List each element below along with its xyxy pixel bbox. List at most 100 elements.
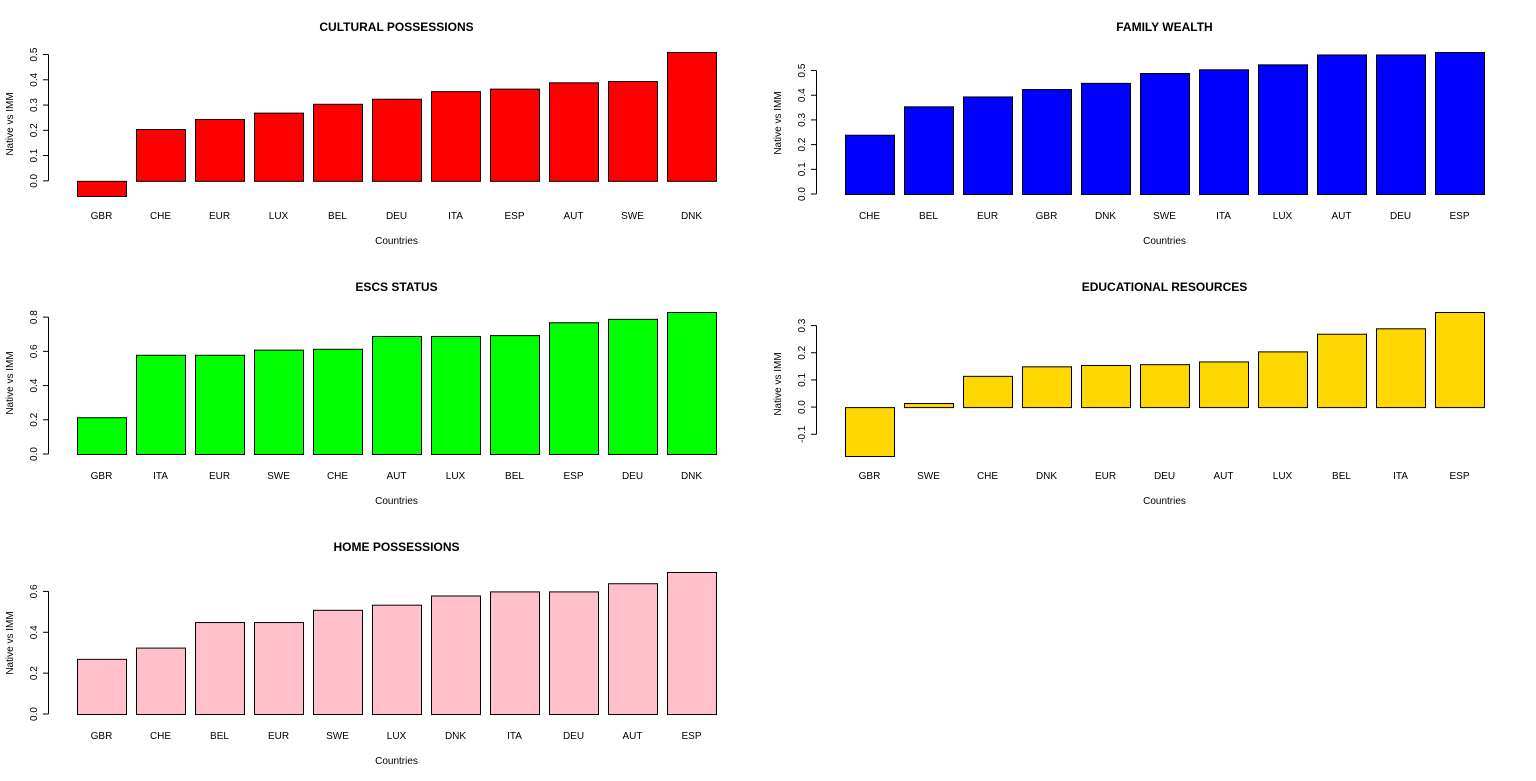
y-tick-label: 0.2 [29, 666, 40, 680]
bar-gbr [77, 417, 127, 456]
y-tick-label: 0.6 [29, 344, 40, 358]
bar-gbr [77, 658, 127, 715]
category-label: DEU [1154, 471, 1175, 482]
y-tick-label: 0.1 [29, 148, 40, 162]
y-tick-label: 0.4 [797, 88, 808, 102]
category-label: EUR [209, 211, 230, 222]
bar-aut [608, 583, 658, 715]
bar-lux [431, 335, 481, 455]
chart-title: FAMILY WEALTH [1116, 20, 1212, 34]
bar-ita [136, 354, 186, 455]
bar-esp [549, 322, 599, 455]
y-tick-label: 0.8 [29, 310, 40, 324]
bar-swe [254, 349, 304, 455]
bar-gbr [1022, 89, 1072, 195]
chart-family-wealth-svg: FAMILY WEALTH CHE BEL EUR GBR DNK SWE ITA LUX AUT… [773, 20, 1485, 247]
bar-esp [667, 572, 717, 715]
y-axis-label: Native vs IMM [5, 92, 16, 155]
x-axis-label: Countries [375, 496, 418, 507]
category-label: SWE [917, 471, 940, 482]
y-tick-label: 0.3 [797, 113, 808, 127]
category-label: ESP [681, 731, 701, 742]
y-tick-label: 0.2 [797, 137, 808, 151]
bar-eur [195, 354, 245, 455]
bar-aut [1317, 54, 1367, 196]
chart-escs-status-svg: ESCS STATUS GBR ITA EUR SWE CHE AUT LUX BEL ESP DE… [5, 280, 717, 507]
category-label: BEL [210, 731, 229, 742]
category-label: DEU [1390, 211, 1411, 222]
bar-dnk [1022, 366, 1072, 409]
category-label: ITA [1393, 471, 1408, 482]
bar-deu [1140, 364, 1190, 409]
category-label: GBR [1036, 211, 1058, 222]
y-axis-label: Native vs IMM [5, 351, 16, 414]
bar-esp [1435, 312, 1485, 409]
chart-title: HOME POSSESSIONS [333, 540, 459, 554]
category-label: DNK [681, 211, 702, 222]
category-label: GBR [859, 471, 881, 482]
bar-swe [904, 403, 954, 409]
bar-lux [254, 112, 304, 182]
y-tick-label: 0.4 [29, 378, 40, 392]
category-label: CHE [859, 211, 880, 222]
bar-lux [372, 604, 422, 715]
bar-che [136, 129, 186, 182]
bar-bel [313, 103, 363, 182]
category-label: LUX [387, 731, 407, 742]
category-label: LUX [269, 211, 289, 222]
bar-deu [549, 591, 599, 715]
bar-swe [1140, 72, 1190, 195]
y-tick-label: 0.0 [797, 187, 808, 201]
y-axis-label: Native vs IMM [773, 352, 784, 415]
y-tick-label: -0.1 [797, 425, 808, 443]
category-label: DNK [1036, 471, 1057, 482]
bar-aut [372, 335, 422, 455]
bar-eur [195, 118, 245, 182]
y-tick-label: 0.0 [29, 707, 40, 721]
bar-gbr [77, 180, 127, 197]
category-label: DNK [445, 731, 466, 742]
bar-eur [963, 96, 1013, 195]
category-label: AUT [623, 731, 643, 742]
category-label: EUR [268, 731, 289, 742]
y-tick-label: 0.2 [29, 123, 40, 137]
y-axis-label: Native vs IMM [773, 91, 784, 154]
category-label: LUX [446, 471, 466, 482]
bar-eur [1081, 364, 1131, 409]
category-label: ITA [153, 471, 168, 482]
category-label: CHE [150, 731, 171, 742]
x-axis-label: Countries [1143, 236, 1186, 247]
bar-bel [904, 106, 954, 195]
bar-dnk [1081, 82, 1131, 195]
category-label: BEL [1332, 471, 1351, 482]
category-label: BEL [328, 211, 347, 222]
category-label: ITA [448, 211, 463, 222]
category-label: LUX [1273, 211, 1293, 222]
y-tick-label: 0.2 [29, 412, 40, 426]
category-label: AUT [1214, 471, 1234, 482]
category-label: EUR [977, 211, 998, 222]
y-tick-label: 0.0 [29, 173, 40, 187]
category-label: ESP [504, 211, 524, 222]
bar-deu [1376, 54, 1426, 196]
category-label: LUX [1273, 471, 1293, 482]
chart-title: CULTURAL POSSESSIONS [319, 20, 473, 34]
category-label: DNK [1095, 211, 1116, 222]
y-tick-label: 0.0 [797, 400, 808, 414]
y-tick-label: 0.5 [797, 63, 808, 77]
bar-swe [608, 81, 658, 182]
category-label: GBR [91, 211, 113, 222]
chart-title: ESCS STATUS [355, 280, 437, 294]
bar-aut [549, 82, 599, 182]
category-label: GBR [91, 731, 113, 742]
bar-bel [195, 622, 245, 715]
bar-lux [1258, 351, 1308, 409]
y-tick-label: 0.4 [29, 72, 40, 86]
chart-family-wealth: FAMILY WEALTH CHE BEL EUR GBR DNK SWE ITA LUX AUT… [768, 0, 1536, 260]
category-label: SWE [267, 471, 290, 482]
x-axis-label: Countries [375, 756, 418, 767]
chart-home-possessions: HOME POSSESSIONS GBR CHE BEL EUR SWE LUX DNK ITA… [0, 520, 768, 780]
bar-esp [1435, 52, 1485, 195]
chart-home-possessions-svg: HOME POSSESSIONS GBR CHE BEL EUR SWE LUX DNK ITA… [5, 540, 717, 767]
bar-dnk [667, 312, 717, 455]
